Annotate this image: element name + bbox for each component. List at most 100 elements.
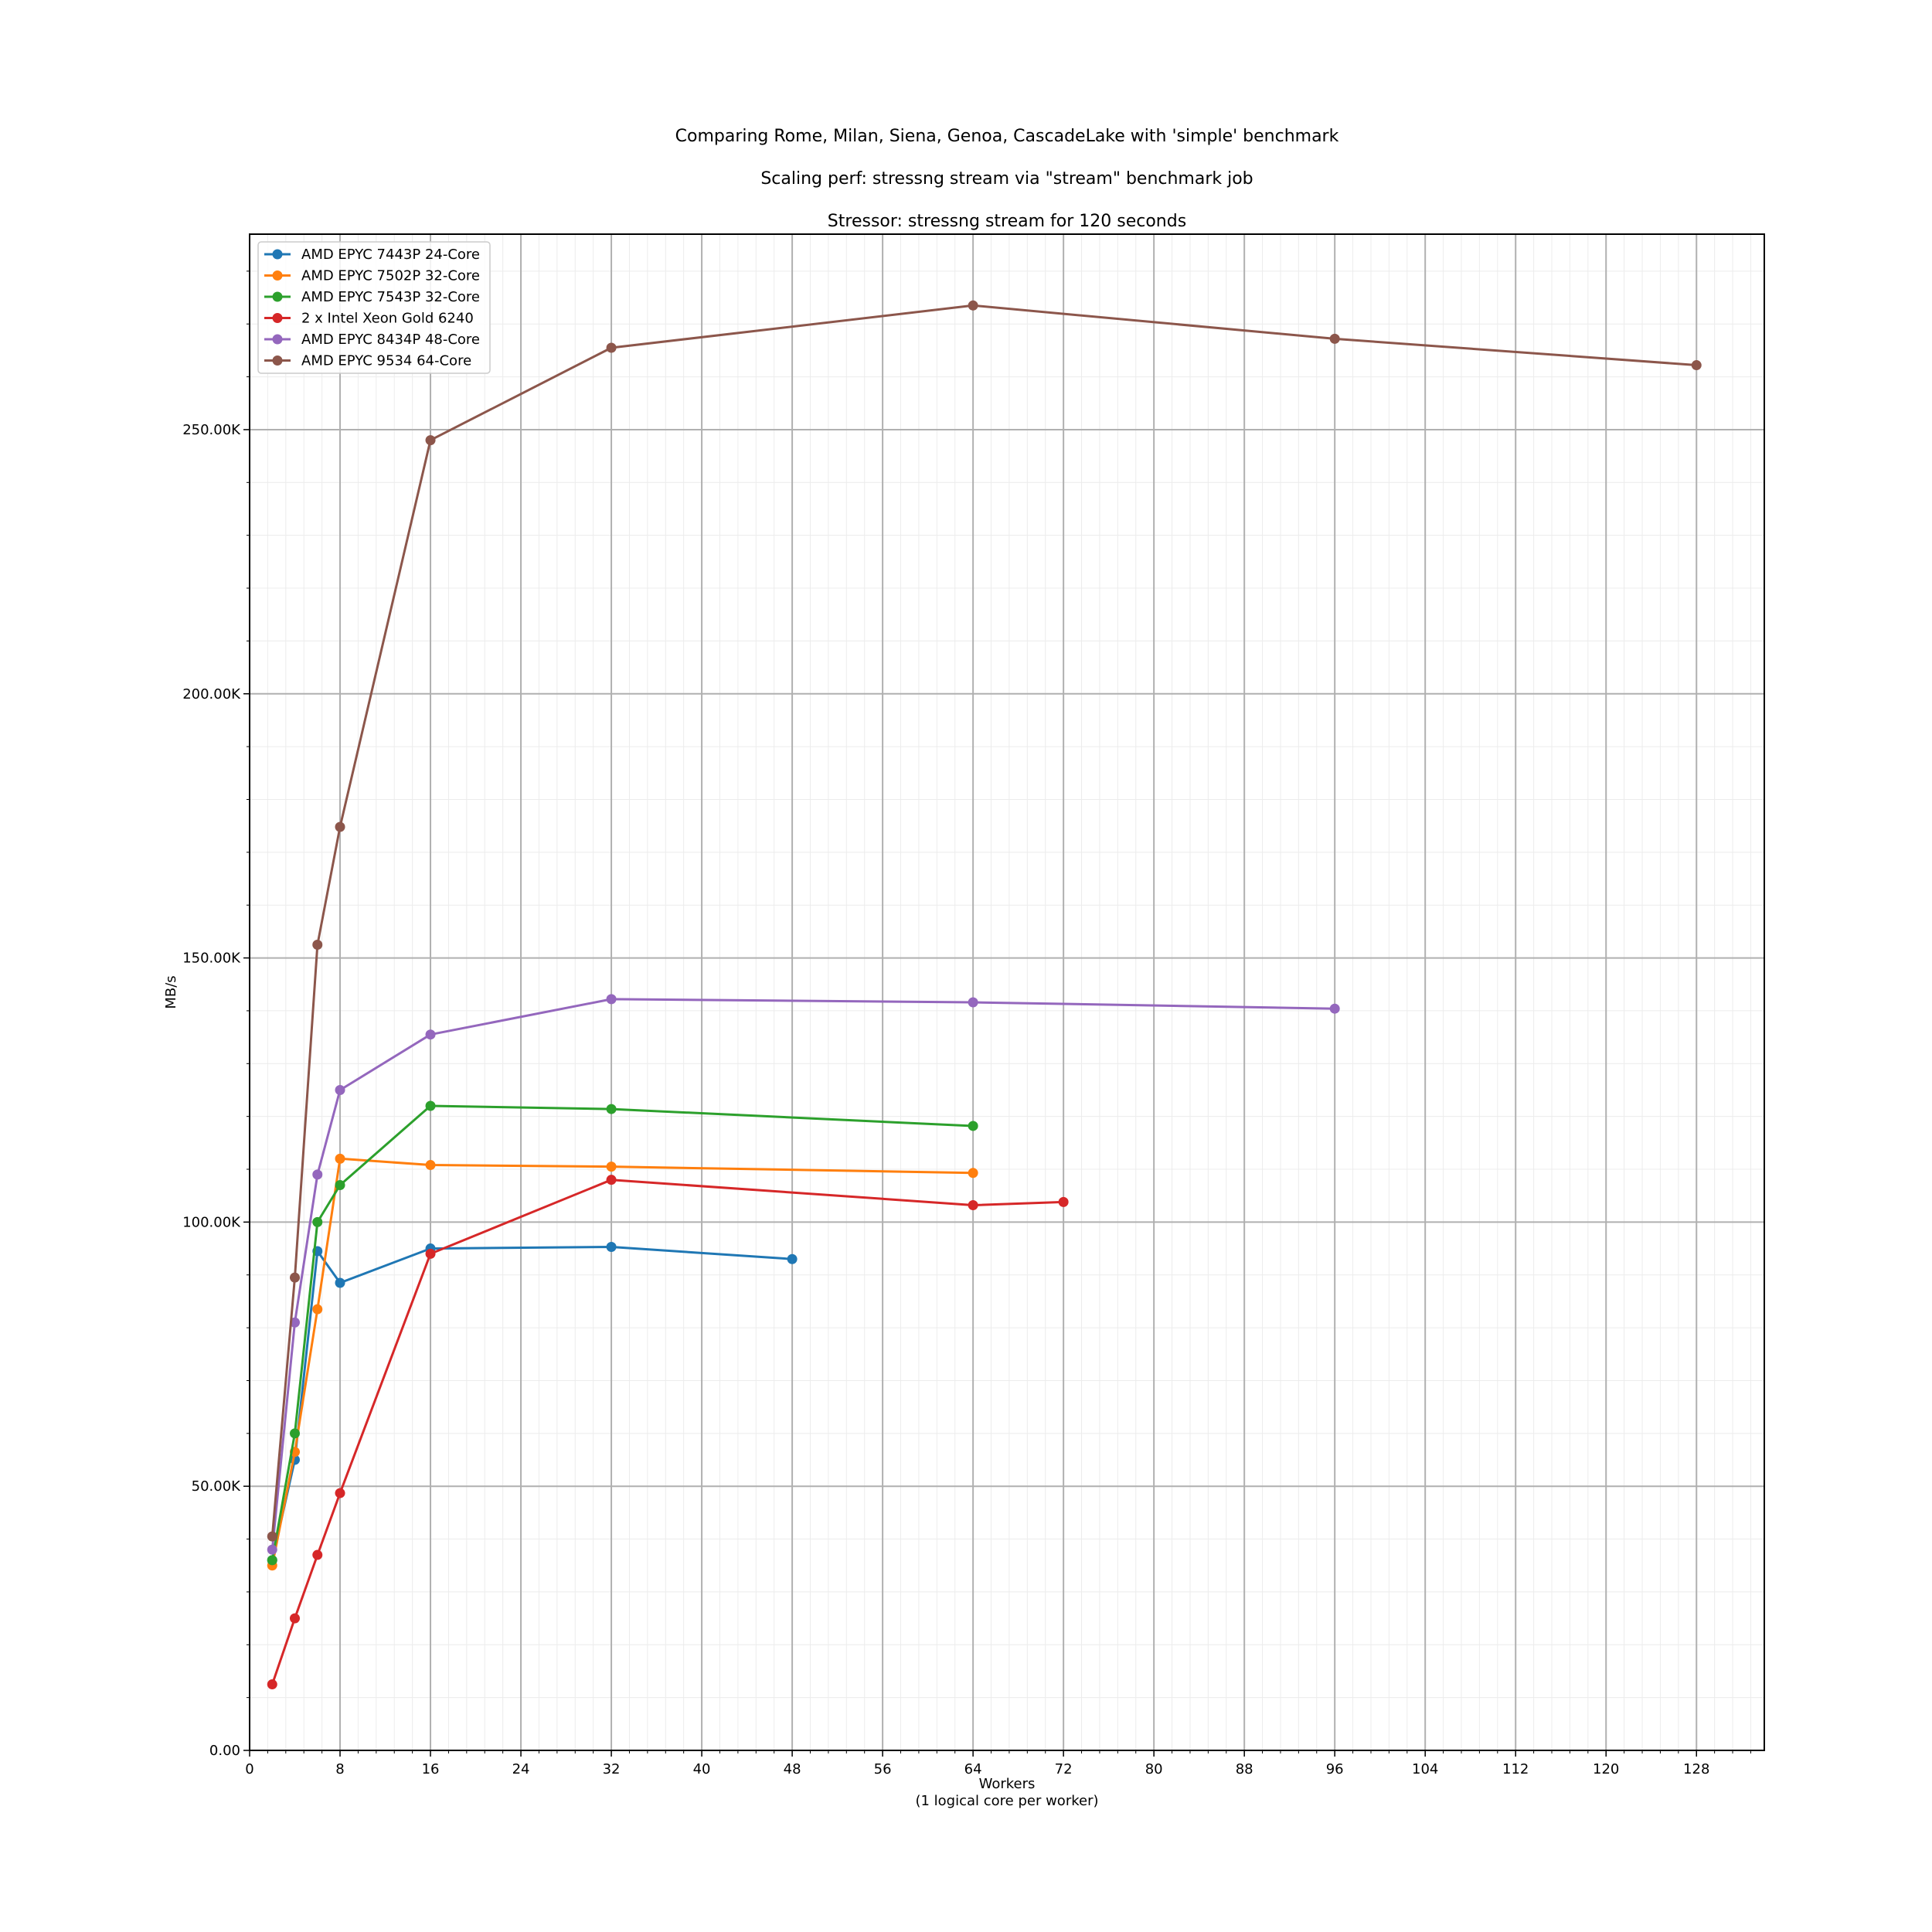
- legend-marker: [272, 270, 283, 281]
- legend-item: AMD EPYC 7543P 32-Core: [264, 289, 480, 305]
- chart-subtitle: Scaling perf: stressng stream via "strea…: [760, 169, 1253, 189]
- series-line: [270, 1157, 974, 1566]
- x-tick-label: 8: [335, 1761, 344, 1777]
- legend-marker: [272, 291, 283, 302]
- series-line: [270, 998, 1335, 1550]
- x-axis-sublabel: (1 logical core per worker): [915, 1793, 1098, 1809]
- data-point: [425, 1248, 436, 1259]
- data-point: [335, 1180, 345, 1191]
- data-point: [606, 1242, 617, 1253]
- data-point: [606, 1175, 617, 1185]
- legend-item: AMD EPYC 7443P 24-Core: [264, 247, 480, 263]
- y-tick-label: 150.00K: [182, 951, 241, 967]
- series-6: [267, 300, 1702, 1542]
- data-point: [425, 1160, 436, 1171]
- legend-label: AMD EPYC 9534 64-Core: [301, 353, 471, 369]
- data-point: [425, 1029, 436, 1040]
- data-point: [290, 1613, 301, 1624]
- x-tick-label: 32: [603, 1761, 621, 1777]
- x-tick-label: 56: [874, 1761, 892, 1777]
- data-point: [312, 1304, 323, 1315]
- legend-item: 2 x Intel Xeon Gold 6240: [264, 311, 474, 327]
- legend-item: AMD EPYC 7502P 32-Core: [264, 268, 480, 284]
- x-axis-label: Workers: [979, 1776, 1036, 1792]
- x-tick-label: 16: [422, 1761, 440, 1777]
- x-tick-label: 88: [1236, 1761, 1253, 1777]
- data-point: [1329, 1003, 1340, 1014]
- data-point: [1691, 360, 1702, 371]
- data-point: [267, 1531, 277, 1542]
- x-tick-label: 48: [784, 1761, 801, 1777]
- x-tick-label: 104: [1412, 1761, 1438, 1777]
- legend-label: AMD EPYC 7502P 32-Core: [301, 268, 480, 284]
- data-point: [290, 1428, 301, 1439]
- data-point: [968, 997, 978, 1008]
- x-tick-label: 40: [693, 1761, 711, 1777]
- data-point: [335, 1084, 345, 1095]
- data-point: [606, 1162, 617, 1172]
- legend-label: AMD EPYC 7543P 32-Core: [301, 289, 480, 305]
- x-tick-label: 96: [1326, 1761, 1344, 1777]
- data-point: [335, 1277, 345, 1288]
- plot-frame: [249, 233, 1765, 1751]
- data-point: [312, 939, 323, 950]
- legend-marker: [272, 249, 283, 260]
- data-point: [968, 1200, 978, 1211]
- series-1: [267, 1242, 798, 1566]
- x-tick-label: 0: [245, 1761, 253, 1777]
- data-point: [606, 342, 617, 353]
- y-axis-ticks: 0.00 50.00K 100.00K 150.00K 200.00K 250.00K: [182, 270, 250, 1759]
- series-line: [270, 304, 1697, 1537]
- x-tick-label: 72: [1055, 1761, 1073, 1777]
- y-tick-label: 100.00K: [182, 1214, 241, 1230]
- data-point: [267, 1555, 277, 1566]
- y-tick-label: 200.00K: [182, 686, 241, 702]
- data-point: [335, 1488, 345, 1498]
- x-tick-label: 64: [964, 1761, 982, 1777]
- data-point: [267, 1679, 277, 1690]
- series-line: [270, 1246, 793, 1561]
- x-tick-label: 24: [512, 1761, 530, 1777]
- data-point: [312, 1169, 323, 1180]
- data-point: [312, 1216, 323, 1227]
- data-point: [335, 1153, 345, 1164]
- data-point: [290, 1272, 301, 1283]
- x-tick-label: 120: [1593, 1761, 1619, 1777]
- series-4: [267, 1175, 1069, 1690]
- legend-item: AMD EPYC 9534 64-Core: [264, 353, 471, 369]
- legend-label: AMD EPYC 7443P 24-Core: [301, 247, 480, 263]
- data-point: [968, 1121, 978, 1131]
- chart-title: Comparing Rome, Milan, Siena, Genoa, Cas…: [675, 127, 1339, 146]
- x-tick-label: 128: [1683, 1761, 1709, 1777]
- legend-item: AMD EPYC 8434P 48-Core: [264, 332, 480, 348]
- data-point: [267, 1544, 277, 1555]
- chart-stressor-title: Stressor: stressng stream for 120 second…: [828, 212, 1186, 231]
- data-point: [1058, 1196, 1069, 1207]
- x-axis-ticks: 0 8 16 24 32 40 48 56 64 72 80 88 96 104 112 120 128: [245, 1750, 1751, 1777]
- legend-box: [257, 241, 491, 374]
- data-point: [312, 1549, 323, 1560]
- data-point: [606, 994, 617, 1005]
- legend-label: AMD EPYC 8434P 48-Core: [301, 332, 480, 348]
- legend-label: 2 x Intel Xeon Gold 6240: [301, 311, 474, 327]
- data-point: [968, 1168, 978, 1179]
- data-point: [335, 821, 345, 832]
- y-tick-label: 250.00K: [182, 422, 241, 438]
- series-5: [267, 994, 1340, 1555]
- series-layer: [267, 300, 1702, 1690]
- x-tick-label: 112: [1502, 1761, 1529, 1777]
- series-line: [270, 1179, 1064, 1685]
- y-axis-label: MB/s: [163, 975, 179, 1009]
- legend-marker: [272, 313, 283, 323]
- major-gridlines: [249, 234, 1764, 1751]
- data-point: [1329, 333, 1340, 344]
- data-point: [606, 1104, 617, 1114]
- series-line: [270, 1104, 974, 1561]
- legend: AMD EPYC 7443P 24-Core AMD EPYC 7502P 32-…: [257, 241, 491, 374]
- y-tick-label: 50.00K: [192, 1478, 242, 1495]
- y-tick-label: 0.00: [209, 1743, 240, 1759]
- series-2: [267, 1153, 978, 1571]
- legend-marker: [272, 355, 283, 366]
- legend-marker: [272, 334, 283, 345]
